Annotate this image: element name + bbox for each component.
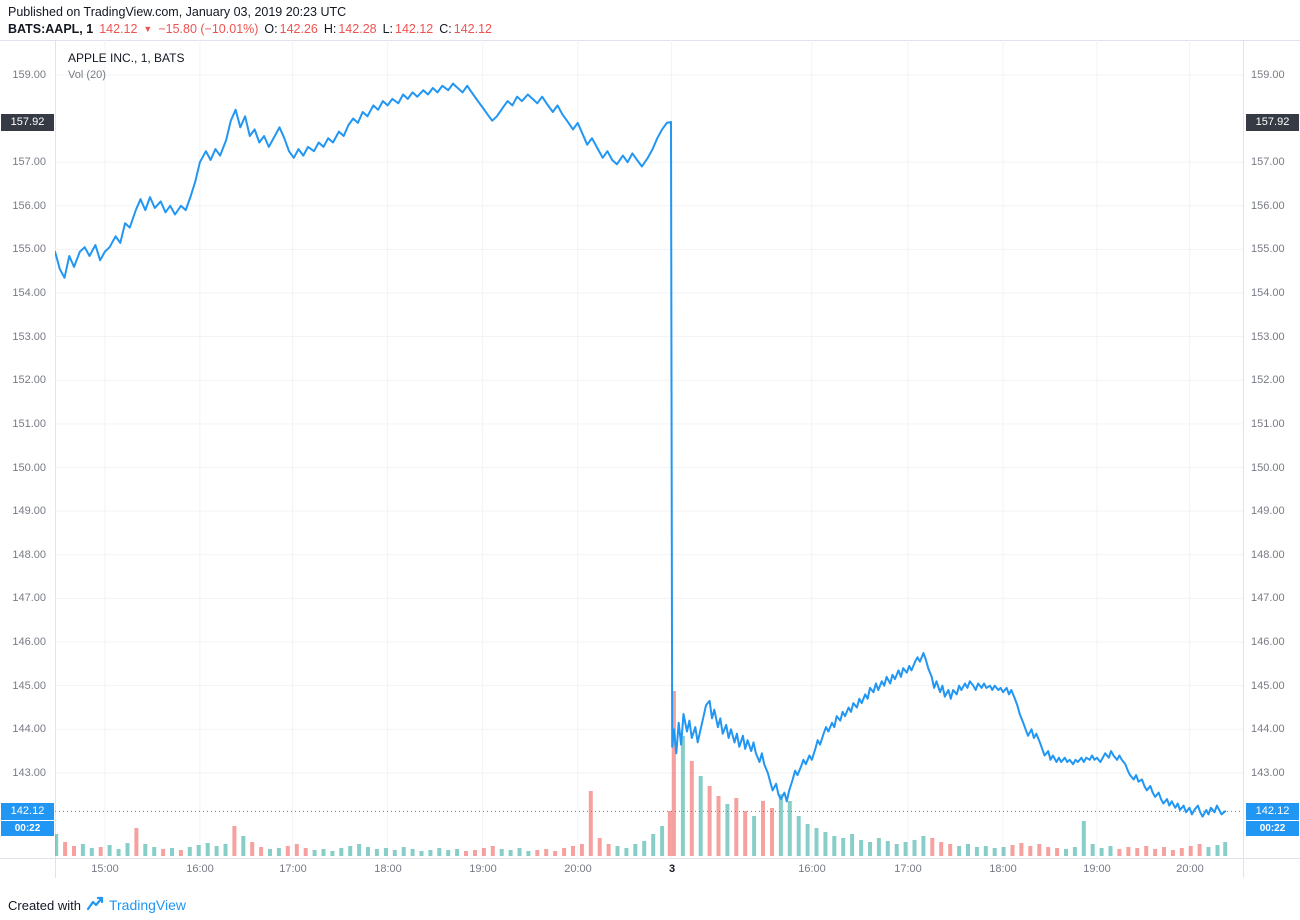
prev-close-price-badge: 157.92: [1, 114, 54, 131]
price-tick-label: 145.00: [12, 680, 46, 692]
tradingview-logo-icon: [86, 896, 104, 914]
price-tick-label: 152.00: [1251, 374, 1285, 386]
price-line-series: [54, 82, 1227, 818]
open-value: 142.26: [279, 22, 318, 36]
published-line: Published on TradingView.com, January 03…: [8, 5, 347, 19]
time-tick-label: 17:00: [894, 863, 922, 875]
high-value: 142.28: [338, 22, 377, 36]
time-axis[interactable]: 15:00 16:00 17:00 18:00 19:00 20:00 3 16:00 17:0…: [55, 860, 1243, 878]
tradingview-brand-link[interactable]: TradingView: [108, 897, 187, 913]
time-tick-label: 16:00: [798, 863, 826, 875]
price-tick-label: 147.00: [12, 592, 46, 604]
price-tick-label: 145.00: [1251, 680, 1285, 692]
price-tick-label: 146.00: [12, 636, 46, 648]
change-value: −15.80 (−10.01%): [158, 22, 259, 36]
last-price-badge: 142.12: [1246, 803, 1299, 820]
prev-close-price-badge: 157.92: [1246, 114, 1299, 131]
price-tick-label: 144.00: [1251, 723, 1285, 735]
time-tick-label: 15:00: [91, 863, 119, 875]
price-tick-label: 157.00: [12, 156, 46, 168]
volume-bars: [54, 691, 1228, 856]
price-tick-label: 157.00: [1251, 156, 1285, 168]
symbol-info-bar: BATS:AAPL, 1 142.12 ▼ −15.80 (−10.01%) O…: [8, 22, 492, 36]
price-tick-label: 149.00: [12, 505, 46, 517]
time-tick-label: 19:00: [469, 863, 497, 875]
chart-pane[interactable]: [54, 40, 1243, 858]
legend-volume-indicator: Vol (20): [68, 69, 106, 81]
price-tick-label: 153.00: [1251, 331, 1285, 343]
time-tick-label: 17:00: [279, 863, 307, 875]
price-tick-label: 149.00: [1251, 505, 1285, 517]
time-tick-label: 20:00: [1176, 863, 1204, 875]
countdown-badge: 00:22: [1, 821, 54, 836]
price-tick-label: 144.00: [12, 723, 46, 735]
symbol-name: BATS:AAPL, 1: [8, 22, 94, 36]
time-tick-label: 16:00: [186, 863, 214, 875]
price-tick-label: 152.00: [12, 374, 46, 386]
price-tick-label: 151.00: [1251, 418, 1285, 430]
price-tick-label: 151.00: [12, 418, 46, 430]
chart-legend: APPLE INC., 1, BATS Vol (20): [68, 50, 184, 84]
ohlc-close: C: 142.12: [439, 22, 492, 36]
price-tick-label: 156.00: [1251, 200, 1285, 212]
price-tick-label: 148.00: [1251, 549, 1285, 561]
time-axis-border: [0, 858, 1300, 859]
price-tick-label: 146.00: [1251, 636, 1285, 648]
price-tick-label: 156.00: [12, 200, 46, 212]
time-tick-label: 19:00: [1083, 863, 1111, 875]
price-tick-label: 153.00: [12, 331, 46, 343]
created-with-label: Created with: [8, 897, 81, 913]
price-tick-label: 155.00: [12, 243, 46, 255]
last-price-value: 142.12: [99, 22, 138, 36]
price-tick-label: 150.00: [12, 462, 46, 474]
price-axis-left[interactable]: 159.00 157.00 156.00 155.00 154.00 153.00 152.…: [0, 40, 55, 858]
high-label: H:: [323, 22, 337, 36]
footer: Created with TradingView: [8, 896, 186, 914]
countdown-badge: 00:22: [1246, 821, 1299, 836]
low-label: L:: [382, 22, 394, 36]
price-tick-label: 147.00: [1251, 592, 1285, 604]
ohlc-low: L: 142.12: [383, 22, 434, 36]
close-label: C:: [439, 22, 452, 36]
price-tick-label: 150.00: [1251, 462, 1285, 474]
price-tick-label: 155.00: [1251, 243, 1285, 255]
price-tick-label: 143.00: [12, 767, 46, 779]
close-value: 142.12: [453, 22, 492, 36]
left-axis-border: [55, 40, 56, 878]
price-tick-label: 154.00: [1251, 287, 1285, 299]
legend-title: APPLE INC., 1, BATS: [68, 51, 185, 65]
grid-lines: [55, 40, 1243, 858]
ohlc-high: H: 142.28: [324, 22, 377, 36]
time-tick-label: 3: [668, 863, 676, 875]
chart-top-border: [0, 40, 1300, 41]
down-arrow-icon: ▼: [143, 24, 153, 34]
open-label: O:: [264, 22, 278, 36]
chart-canvas[interactable]: [54, 40, 1243, 858]
price-tick-label: 148.00: [12, 549, 46, 561]
price-tick-label: 159.00: [1251, 69, 1285, 81]
right-axis-border: [1243, 40, 1244, 878]
time-tick-label: 18:00: [374, 863, 402, 875]
low-value: 142.12: [395, 22, 434, 36]
time-tick-label: 18:00: [989, 863, 1017, 875]
price-tick-label: 143.00: [1251, 767, 1285, 779]
ohlc-open: O: 142.26: [264, 22, 317, 36]
price-axis-right[interactable]: 159.00 157.00 156.00 155.00 154.00 153.00 152.…: [1243, 40, 1300, 858]
price-tick-label: 159.00: [12, 69, 46, 81]
time-tick-label: 20:00: [564, 863, 592, 875]
price-tick-label: 154.00: [12, 287, 46, 299]
last-price-badge: 142.12: [1, 803, 54, 820]
